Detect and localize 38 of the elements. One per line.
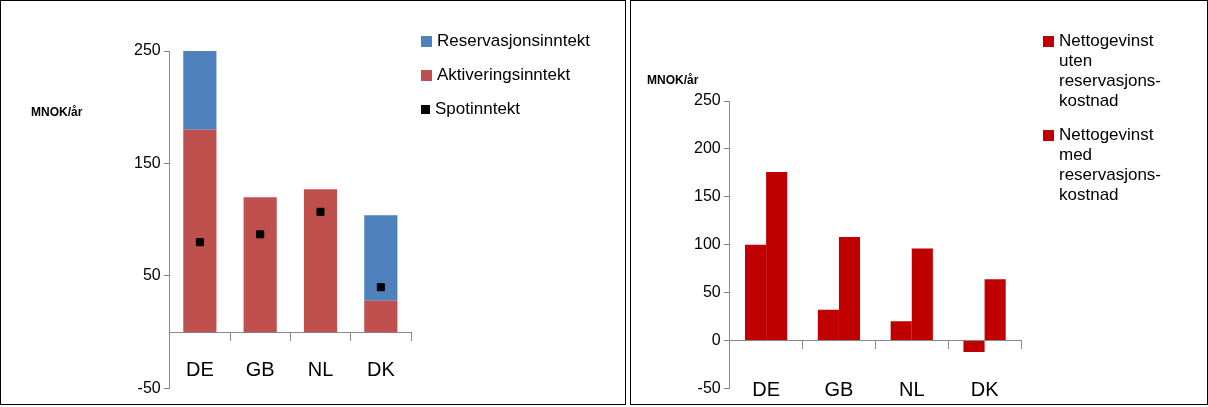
x-tick-label: NL xyxy=(307,357,334,380)
point xyxy=(316,207,325,216)
y-tick-label: 150 xyxy=(133,153,161,171)
y-axis-title: MNOK/år xyxy=(647,73,699,87)
bar xyxy=(984,279,1006,340)
bar xyxy=(303,189,338,333)
bar xyxy=(183,129,217,333)
legend-label: Aktiveringsinntekt xyxy=(437,65,571,85)
y-tick-label: 100 xyxy=(693,235,721,253)
point xyxy=(256,230,265,239)
y-tick-label: 50 xyxy=(702,283,721,301)
y-tick-label: 0 xyxy=(711,330,721,348)
bar xyxy=(183,51,217,130)
point xyxy=(195,238,204,247)
legend-label: Reservasjonsinntekt xyxy=(437,31,591,51)
y-tick-label: 200 xyxy=(693,139,721,157)
y-tick-label: 250 xyxy=(133,41,161,59)
y-tick-label: 250 xyxy=(693,91,721,109)
x-tick-label: GB xyxy=(824,378,854,401)
bar xyxy=(243,197,277,333)
x-tick-label: DK xyxy=(970,378,1000,401)
bar xyxy=(364,300,398,333)
x-tick-label: GB xyxy=(245,357,275,380)
legend-label: Nettogevinst med reservasjons-kostnad xyxy=(1059,125,1163,205)
y-tick-label: 150 xyxy=(693,187,721,205)
legend-label: Spotinntekt xyxy=(435,99,521,119)
bar xyxy=(963,341,985,352)
x-tick-label: DE xyxy=(185,357,214,380)
y-tick-label: -50 xyxy=(137,378,161,396)
legend-label: Nettogevinst uten reservasjons-kostnad xyxy=(1059,31,1163,111)
point xyxy=(376,283,385,292)
y-tick-label: 50 xyxy=(142,266,161,284)
y-tick-label: -50 xyxy=(697,378,721,396)
bar xyxy=(364,215,398,301)
x-tick-label: DK xyxy=(366,357,396,380)
x-tick-label: NL xyxy=(898,378,925,401)
x-tick-label: DE xyxy=(752,378,781,401)
y-axis-title: MNOK/år xyxy=(31,105,83,119)
